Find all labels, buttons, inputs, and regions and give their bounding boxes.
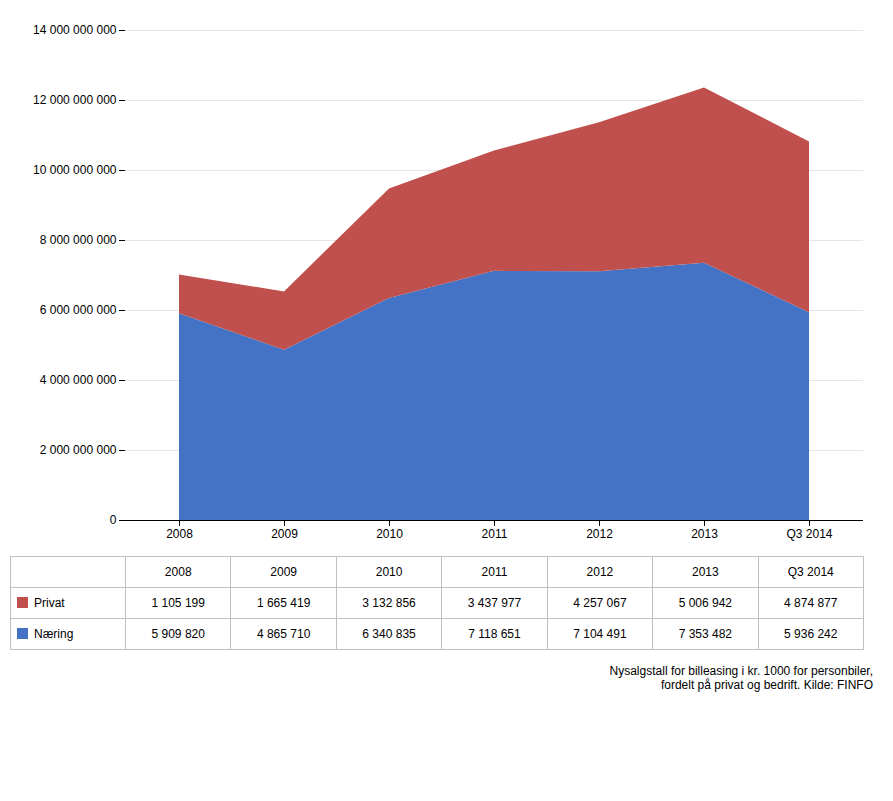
svg-text:8 000 000 000: 8 000 000 000 [40, 233, 117, 247]
html-text:1 105 199: 1 105 199 [151, 596, 205, 610]
html-text:2010: 2010 [375, 565, 403, 579]
html-text:7 118 651: 7 118 651 [468, 627, 521, 641]
svg-text:4 000 000 000: 4 000 000 000 [40, 373, 117, 387]
svg-text:0: 0 [110, 513, 117, 527]
html-text:4 257 067: 4 257 067 [573, 596, 627, 610]
html-text:2008: 2008 [164, 565, 192, 579]
svg-text:14 000 000 000: 14 000 000 000 [33, 23, 117, 37]
html-text:3 132 856: 3 132 856 [362, 596, 416, 610]
html-text:2011: 2011 [481, 565, 508, 579]
html-text:1 665 419: 1 665 419 [256, 596, 311, 610]
html-text:2012: 2012 [586, 565, 614, 579]
svg-text:2 000 000 000: 2 000 000 000 [40, 443, 117, 457]
html-text:7 104 491: 7 104 491 [573, 627, 627, 641]
svg-text:2013: 2013 [691, 527, 718, 541]
html-text:Næring: Næring [34, 627, 74, 641]
svg-text:6 000 000 000: 6 000 000 000 [40, 303, 117, 317]
html-text:3 437 977: 3 437 977 [467, 596, 522, 610]
html-text:2013: 2013 [692, 565, 719, 579]
html-text:Privat: Privat [34, 596, 65, 610]
html-text:5 006 942: 5 006 942 [678, 596, 732, 610]
html-text:4 865 710: 4 865 710 [256, 627, 311, 641]
html-text:Q3 2014: Q3 2014 [787, 565, 834, 579]
html-text:4 874 877: 4 874 877 [784, 596, 838, 610]
svg-text:12 000 000 000: 12 000 000 000 [33, 93, 117, 107]
html-text:5 909 820: 5 909 820 [151, 627, 205, 641]
html-text:2009: 2009 [270, 565, 297, 579]
svg-text:2010: 2010 [376, 527, 403, 541]
svg-text:2008: 2008 [166, 527, 193, 541]
svg-text:2012: 2012 [586, 527, 613, 541]
html-text:5 936 242: 5 936 242 [784, 627, 838, 641]
html-text:6 340 835: 6 340 835 [362, 627, 416, 641]
svg-text:2009: 2009 [271, 527, 298, 541]
svg-text:Q3 2014: Q3 2014 [786, 527, 832, 541]
html-text:7 353 482: 7 353 482 [678, 627, 732, 641]
svg-text:10 000 000 000: 10 000 000 000 [33, 163, 117, 177]
html-text:Nysalgstall for billeasing i k: Nysalgstall for billeasing i kr. 1000 fo… [609, 664, 873, 692]
svg-text:2011: 2011 [482, 527, 508, 541]
